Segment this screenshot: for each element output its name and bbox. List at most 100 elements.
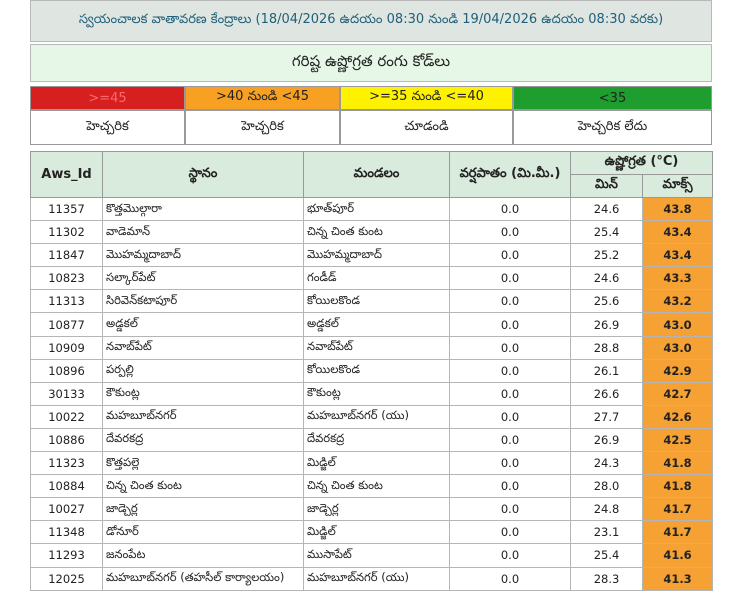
station-cell: జాడ్చెర్ల: [102, 497, 304, 522]
min-temp-cell: 24.3: [570, 451, 643, 476]
max-temp-cell: 43.8: [641, 196, 714, 222]
station-cell: కొత్తమొల్గారా: [102, 196, 304, 222]
station-cell: మొహమ్మదాబాద్: [102, 243, 304, 268]
rainfall-cell: 0.0: [449, 289, 571, 314]
table-row: 11302 వాడెమాన్ చిన్న చింత కుంట 0.0 25.4 43.4: [30, 220, 714, 245]
header-temperature: ఉష్ణోగ్రత (°C): [569, 151, 714, 175]
rainfall-cell: 0.0: [449, 427, 571, 453]
mandal-cell: మిడ్జిల్: [303, 520, 450, 545]
station-cell: వాడెమాన్: [102, 220, 304, 245]
aws-id-cell: 11357: [30, 196, 103, 222]
max-temp-cell: 41.3: [641, 566, 714, 591]
min-temp-cell: 28.3: [570, 566, 643, 591]
legend-label-cell: చూడండి: [340, 110, 513, 145]
color-code-heading: గరిష్ట ఉష్ణోగ్రత రంగు కోడ్‌లు: [30, 44, 712, 82]
table-row: 10022 మహబూబ్‌నగర్ మహబూబ్‌నగర్ (యు) 0.0 27.7 4…: [30, 404, 714, 429]
mandal-cell: కోయిలకొండ: [303, 358, 450, 383]
station-cell: సల్కార్‌పేట్: [102, 266, 304, 291]
legend-color-cell: >40 నుండి <45: [185, 86, 340, 110]
rainfall-cell: 0.0: [449, 243, 571, 268]
legend-color-cell: >=45: [30, 86, 185, 110]
max-temp-cell: 41.8: [641, 474, 714, 499]
min-temp-cell: 25.4: [570, 220, 643, 245]
station-cell: అడ్డకల్: [102, 312, 304, 337]
max-temp-cell: 42.7: [641, 381, 714, 406]
mandal-cell: కోయిలకొండ: [303, 289, 450, 314]
min-temp-cell: 26.6: [570, 381, 643, 406]
weather-table: Aws_Id స్థానం మండలం వర్షపాతం (మి.మీ.) ఉష…: [30, 151, 714, 591]
aws-id-cell: 11313: [30, 289, 103, 314]
station-cell: కౌకుంట్ల: [102, 381, 304, 406]
table-row: 11323 కొత్తపల్లె మిడ్జిల్ 0.0 24.3 41.8: [30, 451, 714, 476]
rainfall-cell: 0.0: [449, 566, 571, 591]
page-title: స్వయంచాలక వాతావరణ కేంద్రాలు (18/04/2026 …: [30, 0, 712, 42]
legend-color-cell: >=35 నుండి <=40: [340, 86, 513, 110]
station-cell: జనంపేట: [102, 543, 304, 568]
max-temp-cell: 42.6: [641, 404, 714, 429]
table-row: 11313 సిరివెన్‌కటాపూర్ కోయిలకొండ 0.0 25.6 43.…: [30, 289, 714, 314]
table-row: 11357 కొత్తమొల్గారా భూత్‌పూర్ 0.0 24.6 43.8: [30, 196, 714, 222]
max-temp-cell: 43.0: [641, 335, 714, 360]
weather-report: స్వయంచాలక వాతావరణ కేంద్రాలు (18/04/2026 …: [30, 0, 714, 591]
rainfall-cell: 0.0: [449, 404, 571, 429]
mandal-cell: భూత్‌పూర్: [303, 196, 450, 222]
table-row: 10823 సల్కార్‌పేట్ గండీడ్ 0.0 24.6 43.3: [30, 266, 714, 291]
aws-id-cell: 10877: [30, 312, 103, 337]
min-temp-cell: 24.6: [570, 266, 643, 291]
station-cell: పర్పల్లి: [102, 358, 304, 383]
max-temp-cell: 41.7: [641, 497, 714, 522]
header-mandal: మండలం: [303, 151, 450, 198]
aws-id-cell: 11847: [30, 243, 103, 268]
color-legend-labels: హెచ్చరిక హెచ్చరిక చూడండి హెచ్చరిక లేదు: [30, 110, 712, 145]
station-cell: చిన్న చింత కుంట: [102, 474, 304, 499]
table-row: 30133 కౌకుంట్ల కౌకుంట్ల 0.0 26.6 42.7: [30, 381, 714, 406]
header-station: స్థానం: [102, 151, 304, 198]
rainfall-cell: 0.0: [449, 335, 571, 360]
station-cell: కొత్తపల్లె: [102, 451, 304, 476]
aws-id-cell: 30133: [30, 381, 103, 406]
table-row: 10027 జాడ్చెర్ల జాడ్చెర్ల 0.0 24.8 41.7: [30, 497, 714, 522]
min-temp-cell: 28.8: [570, 335, 643, 360]
min-temp-cell: 26.9: [570, 427, 643, 453]
rainfall-cell: 0.0: [449, 381, 571, 406]
station-cell: నవాబ్‌పేట్: [102, 335, 304, 360]
table-row: 11847 మొహమ్మదాబాద్ మొహమ్మదాబాద్ 0.0 25.2 43.4: [30, 243, 714, 268]
rainfall-cell: 0.0: [449, 520, 571, 545]
rainfall-cell: 0.0: [449, 220, 571, 245]
station-cell: దేవరకద్ర: [102, 427, 304, 453]
max-temp-cell: 41.8: [641, 451, 714, 476]
aws-id-cell: 10886: [30, 427, 103, 453]
max-temp-cell: 43.4: [641, 243, 714, 268]
max-temp-cell: 42.5: [641, 427, 714, 453]
mandal-cell: నవాబ్‌పేట్: [303, 335, 450, 360]
mandal-cell: గండీడ్: [303, 266, 450, 291]
station-cell: మహబూబ్‌నగర్: [102, 404, 304, 429]
mandal-cell: చిన్న చింత కుంట: [303, 474, 450, 499]
rainfall-cell: 0.0: [449, 266, 571, 291]
aws-id-cell: 11302: [30, 220, 103, 245]
mandal-cell: మొహమ్మదాబాద్: [303, 243, 450, 268]
rainfall-cell: 0.0: [449, 543, 571, 568]
station-cell: డోనూర్: [102, 520, 304, 545]
mandal-cell: మహబూబ్‌నగర్ (యు): [303, 566, 450, 591]
table-row: 10886 దేవరకద్ర దేవరకద్ర 0.0 26.9 42.5: [30, 427, 714, 453]
aws-id-cell: 10823: [30, 266, 103, 291]
station-cell: మహబూబ్‌నగర్ (తహసీల్ కార్యాలయం): [102, 566, 304, 591]
max-temp-cell: 42.9: [641, 358, 714, 383]
table-body: 11357 కొత్తమొల్గారా భూత్‌పూర్ 0.0 24.6 43.8 11…: [30, 196, 714, 591]
header-min: మిన్: [570, 174, 643, 198]
min-temp-cell: 25.6: [570, 289, 643, 314]
min-temp-cell: 24.6: [570, 196, 643, 222]
mandal-cell: చిన్న చింత కుంట: [303, 220, 450, 245]
legend-label-cell: హెచ్చరిక లేదు: [513, 110, 712, 145]
min-temp-cell: 26.9: [570, 312, 643, 337]
max-temp-cell: 43.0: [641, 312, 714, 337]
aws-id-cell: 10022: [30, 404, 103, 429]
legend-label-cell: హెచ్చరిక: [30, 110, 185, 145]
max-temp-cell: 43.4: [641, 220, 714, 245]
max-temp-cell: 41.6: [641, 543, 714, 568]
rainfall-cell: 0.0: [449, 196, 571, 222]
mandal-cell: దేవరకద్ర: [303, 427, 450, 453]
table-row: 10909 నవాబ్‌పేట్ నవాబ్‌పేట్ 0.0 28.8 43.0: [30, 335, 714, 360]
min-temp-cell: 26.1: [570, 358, 643, 383]
